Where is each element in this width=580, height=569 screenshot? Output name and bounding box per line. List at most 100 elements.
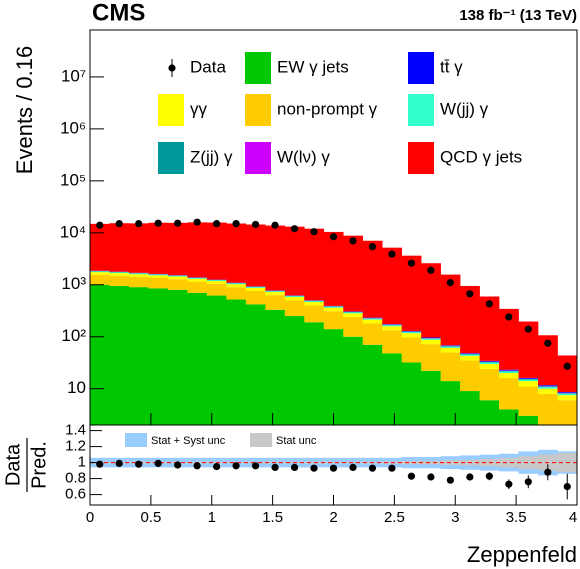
legend-swatch [125, 433, 147, 447]
uncertainty-band [421, 461, 441, 465]
histogram-segment [382, 330, 402, 354]
histogram-segment [518, 321, 539, 378]
histogram-segment [362, 319, 383, 324]
uncertainty-band [518, 456, 539, 469]
data-point [407, 259, 416, 267]
data-point [271, 221, 279, 229]
legend-label: W(lν) γ [277, 147, 330, 166]
histogram-segment [167, 222, 188, 276]
histogram-segment [343, 336, 364, 425]
histogram-segment [148, 275, 169, 278]
histogram-segment [421, 338, 441, 340]
histogram-segment [128, 276, 149, 288]
histogram-segment [109, 285, 130, 425]
histogram-segment [538, 386, 558, 387]
ratio-point [466, 473, 474, 481]
ratio-point [154, 459, 162, 467]
histogram-segment [323, 307, 344, 312]
histogram-segment [460, 354, 480, 356]
legend-swatch [408, 52, 434, 84]
histogram-segment [557, 392, 577, 393]
histogram-segment [206, 222, 227, 280]
y-tick-label: 1.2 [65, 438, 86, 455]
histogram-segment [323, 306, 344, 308]
histogram-segment [304, 322, 325, 425]
histogram-segment [148, 288, 169, 425]
lumi-label: 138 fb⁻¹ (13 TeV) [459, 7, 577, 24]
histogram-segment [304, 228, 325, 301]
legend-swatch [408, 94, 434, 126]
ratio-point [115, 459, 123, 467]
histogram-segment [90, 223, 110, 271]
x-axis-label: Zeppenfeld [467, 542, 577, 567]
y-tick-label: 10³ [61, 274, 86, 293]
histogram-segment [167, 276, 188, 280]
data-point [135, 220, 143, 228]
histogram-segment [226, 223, 247, 283]
ratio-point [174, 461, 182, 469]
ratio-point [271, 463, 279, 471]
histogram-segment [265, 309, 286, 425]
legend-swatch [245, 52, 271, 84]
histogram-segment [479, 363, 500, 369]
y-tick-label: 10⁶ [60, 118, 86, 137]
uncertainty-band [323, 461, 344, 464]
ratio-point [193, 462, 201, 470]
main-plot [90, 218, 577, 425]
histogram-segment [343, 235, 364, 312]
histogram-segment [362, 344, 383, 425]
data-point [174, 219, 182, 227]
histogram-segment [518, 379, 539, 382]
histogram-segment [557, 393, 577, 396]
histogram-segment [187, 278, 208, 282]
ratio-point [544, 468, 552, 476]
histogram-segment [245, 290, 266, 305]
data-point [563, 362, 571, 370]
histogram-segment [479, 360, 500, 362]
ratio-point [368, 464, 377, 472]
histogram-segment [538, 393, 558, 425]
histogram-segment [245, 304, 266, 425]
histogram-segment [421, 344, 441, 371]
ratio-label-numerator: Data [2, 443, 24, 486]
histogram-segment [265, 295, 286, 310]
legend-label: W(jj) γ [440, 99, 489, 118]
x-tick-label: 0 [86, 509, 94, 526]
uncertainty-band [343, 461, 364, 464]
histogram-segment [382, 325, 402, 327]
ratio-point [329, 464, 338, 472]
histogram-segment [206, 280, 227, 282]
ratio-point [446, 476, 454, 484]
histogram-segment [460, 360, 480, 392]
histogram-segment [304, 301, 325, 303]
histogram-segment [382, 326, 402, 331]
histogram-segment [109, 223, 130, 272]
histogram-segment [109, 275, 130, 286]
histogram-segment [206, 295, 227, 425]
histogram-segment [538, 385, 558, 386]
histogram-segment [421, 370, 441, 425]
histogram-segment [90, 272, 110, 275]
histogram-segment [148, 277, 169, 289]
legend-label: γγ [190, 99, 208, 118]
histogram-segment [499, 373, 519, 379]
histogram-segment [226, 284, 247, 288]
data-point [154, 219, 162, 227]
histogram-segment [265, 291, 286, 293]
x-tick-label: 3 [451, 509, 459, 526]
data-point [193, 218, 201, 226]
histogram-segment [440, 352, 461, 382]
data-point [368, 243, 377, 251]
histogram-segment [187, 281, 208, 293]
legend-label: non-prompt γ [277, 99, 378, 118]
histogram-segment [382, 353, 402, 425]
legend-swatch [408, 142, 434, 174]
y-axis-label: Events / 0.16 [12, 46, 37, 174]
histogram-segment [265, 292, 286, 296]
legend-swatch [245, 94, 271, 126]
histogram-segment [362, 318, 383, 320]
experiment-label: CMS [92, 0, 145, 26]
y-tick-label: 10 [67, 378, 86, 397]
ratio-label-denominator: Pred. [28, 441, 50, 489]
histogram-segment [401, 333, 422, 338]
